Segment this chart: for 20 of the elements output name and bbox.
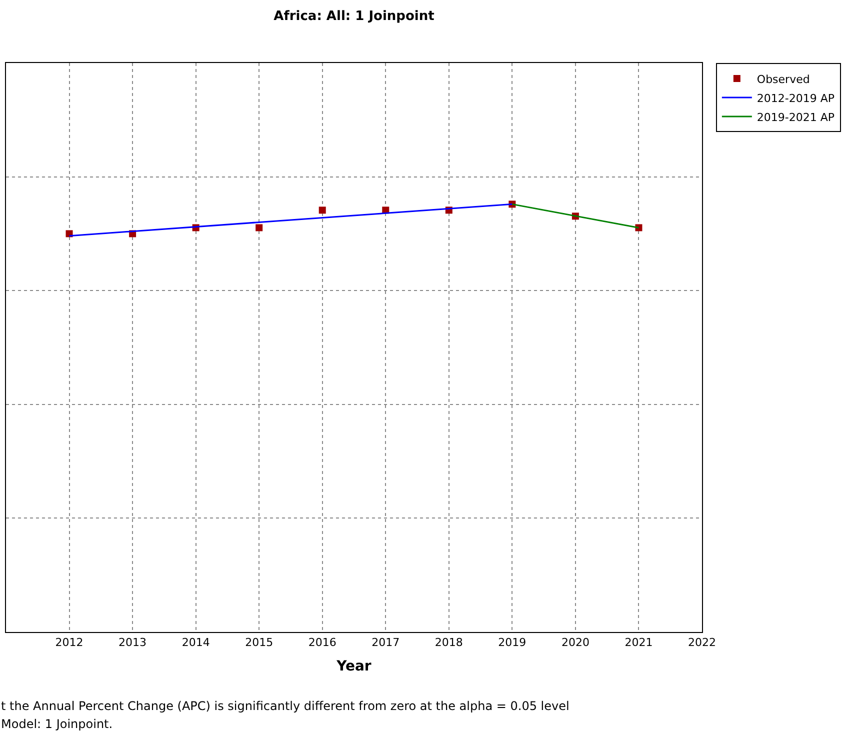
text: t the Annual Percent Change (APC) is significantly different from zero at the alpha = 0.05 level bbox=[1, 699, 570, 713]
x-tick-label: 2021 bbox=[624, 636, 653, 650]
x-tick-label: 2012 bbox=[55, 636, 84, 650]
x-tick-label: 2019 bbox=[498, 636, 526, 650]
x-axis-title: Year bbox=[336, 658, 372, 674]
legend-label: 2012-2019 AP bbox=[756, 92, 835, 105]
point bbox=[318, 206, 326, 214]
text: Model: 1 Joinpoint. bbox=[1, 717, 113, 731]
chart-title: Africa: All: 1 Joinpoint bbox=[274, 9, 434, 24]
legend-label: 2019-2021 AP bbox=[756, 110, 835, 124]
legend-label: Observed bbox=[756, 72, 810, 86]
x-tick-label: 2020 bbox=[561, 636, 590, 650]
x-tick-label: 2022 bbox=[688, 636, 716, 650]
x-tick-label: 2015 bbox=[245, 636, 274, 650]
x-tick-label: 2016 bbox=[308, 636, 336, 650]
x-tick-label: 2013 bbox=[118, 636, 147, 650]
point bbox=[256, 224, 263, 232]
x-tick-label: 2017 bbox=[372, 636, 400, 650]
x-tick-label: 2018 bbox=[434, 636, 463, 650]
x-tick-label: 2014 bbox=[182, 636, 210, 650]
